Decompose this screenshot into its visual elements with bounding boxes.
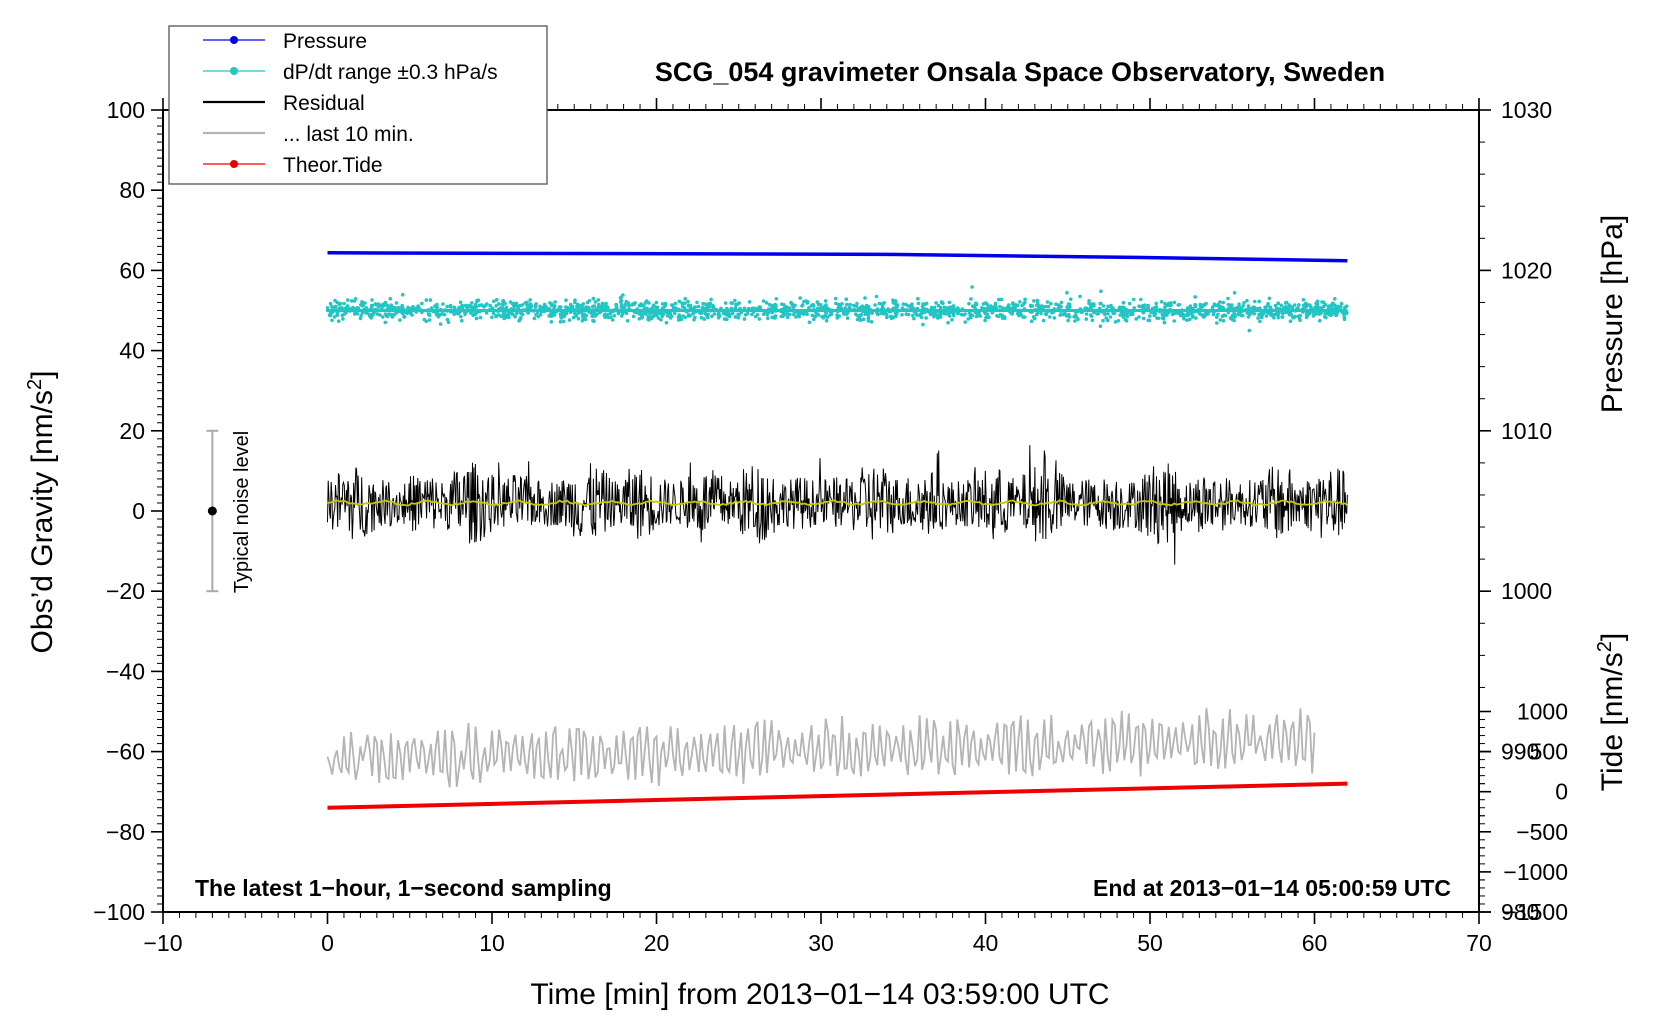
legend-key-dot [230, 67, 238, 75]
tide-tick-labels: −1500 −1000 −500 0 500 1000 [1503, 699, 1568, 926]
y-tick-label: 100 [107, 97, 145, 123]
x-tick-label: 20 [644, 930, 670, 956]
x-tick-label: 60 [1302, 930, 1328, 956]
series-layer [325, 251, 1349, 810]
x-tick-label: 40 [973, 930, 999, 956]
y-axis-title-left: Obs’d Gravity [nm/s2] [24, 371, 59, 654]
end-time-annotation: End at 2013−01−14 05:00:59 UTC [1093, 875, 1451, 901]
y-tick-label: 40 [119, 338, 145, 364]
tide-tick-label: −500 [1516, 819, 1568, 845]
pressure-tick-label: 1030 [1501, 97, 1552, 123]
theor-tide-series [327, 781, 1348, 810]
pressure-tick-labels: 980 990 1000 1010 1020 1030 [1501, 97, 1552, 925]
x-tick-label: −10 [143, 930, 182, 956]
x-tick-label: 70 [1466, 930, 1492, 956]
tide-tick-label: −1000 [1503, 859, 1568, 885]
pressure-tick-label: 1020 [1501, 257, 1552, 283]
y-tick-label: −40 [106, 658, 145, 684]
legend-keys [203, 36, 265, 168]
noise-level-bar [206, 429, 219, 593]
y-tick-label: −100 [93, 899, 145, 925]
x-tick-label: 50 [1137, 930, 1163, 956]
last-10-min-series [326, 707, 1316, 788]
y-tick-label: −20 [106, 578, 145, 604]
legend: Pressure dP/dt range ±0.3 hPa/s Residual… [168, 25, 548, 185]
x-tick-label: 0 [321, 930, 334, 956]
legend-label-pressure: Pressure [283, 30, 367, 53]
chart-title: SCG_054 gravimeter Onsala Space Observat… [655, 57, 1385, 87]
x-tick-label: 10 [479, 930, 505, 956]
x-tick-labels: −10 0 10 20 30 40 50 60 70 [143, 930, 1491, 956]
tide-tick-label: 1000 [1517, 699, 1568, 725]
legend-label-dpdt: dP/dt range ±0.3 hPa/s [283, 61, 498, 84]
pressure-series [327, 251, 1348, 263]
y-tick-label: −80 [106, 819, 145, 845]
pressure-tick-label: 1000 [1501, 578, 1552, 604]
legend-box [168, 25, 548, 185]
residual-series [327, 445, 1348, 565]
x-tick-label: 30 [808, 930, 834, 956]
legend-key-dot [230, 36, 238, 44]
sampling-annotation: The latest 1−hour, 1−second sampling [195, 875, 612, 901]
noise-level-label: Typical noise level [231, 431, 253, 593]
y-tick-label: 20 [119, 418, 145, 444]
pressure-tick-label: 1010 [1501, 418, 1552, 444]
y-axis-title-tide: Tide [nm/s2] [1594, 633, 1629, 791]
legend-label-last10: ... last 10 min. [283, 123, 414, 146]
y-tick-label: 80 [119, 177, 145, 203]
y-axis-title-pressure: Pressure [hPa] [1596, 215, 1629, 413]
tide-tick-label: 500 [1530, 739, 1568, 765]
pressure-tick-label: 990 [1501, 739, 1539, 765]
legend-label-residual: Residual [283, 92, 365, 115]
x-axis-title: Time [min] from 2013−01−14 03:59:00 UTC [530, 978, 1109, 1011]
y-tick-label: 0 [132, 498, 145, 524]
y-tick-label: −60 [106, 739, 145, 765]
tide-tick-label: −1500 [1503, 899, 1568, 925]
pressure-tick-label: 980 [1501, 899, 1539, 925]
legend-label-tide: Theor.Tide [283, 154, 383, 177]
tide-tick-label: 0 [1555, 779, 1568, 805]
dpdt-series [325, 285, 1349, 333]
noise-bar-center [207, 506, 217, 516]
legend-key-dot [230, 160, 238, 168]
y-tick-labels: −100 −80 −60 −40 −20 0 20 40 60 80 100 [93, 97, 145, 925]
y-tick-label: 60 [119, 257, 145, 283]
residual-mean-series [327, 499, 1348, 507]
major-ticks [151, 98, 1491, 924]
